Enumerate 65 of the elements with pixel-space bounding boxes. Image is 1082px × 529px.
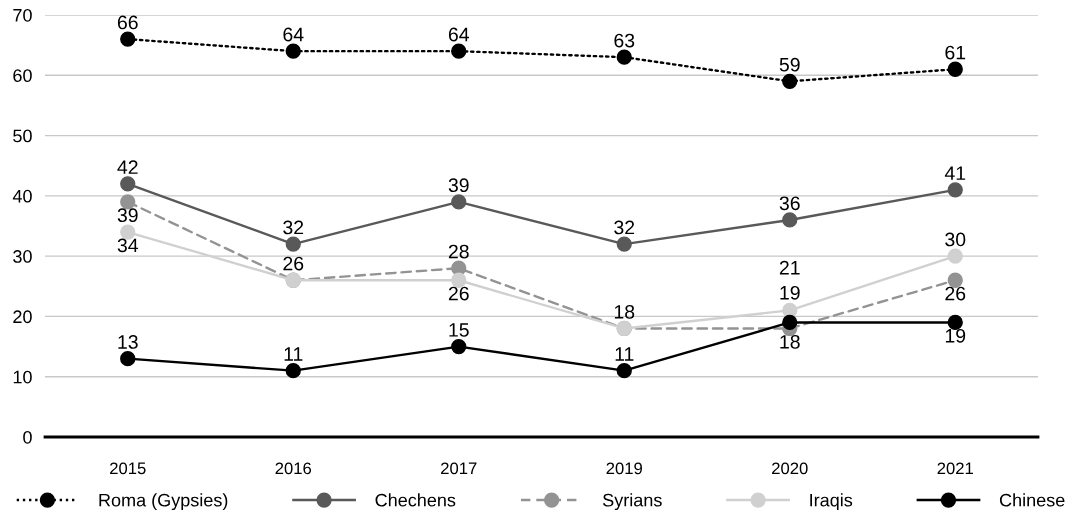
data-label: 26 <box>945 286 966 301</box>
point <box>616 363 632 379</box>
data-label: 64 <box>283 27 304 42</box>
legend-label: Iraqis <box>810 493 853 511</box>
data-label: 11 <box>615 347 634 361</box>
data-label: 39 <box>117 208 138 223</box>
data-label: 42 <box>117 160 138 174</box>
data-label: 26 <box>448 286 469 301</box>
data-label: 11 <box>284 347 303 361</box>
y-tick-label: 20 <box>13 310 32 324</box>
point <box>616 236 632 252</box>
point <box>782 73 798 89</box>
y-tick-label: 40 <box>12 189 32 203</box>
point <box>947 182 963 198</box>
data-label: 15 <box>449 323 469 337</box>
point <box>120 350 136 367</box>
point <box>782 314 798 331</box>
data-label: 30 <box>945 232 966 247</box>
y-tick-label: 0 <box>23 430 32 444</box>
point <box>947 61 963 77</box>
data-label: 41 <box>944 166 966 180</box>
x-tick-label: 2020 <box>772 462 808 475</box>
y-tick-label: 30 <box>13 250 32 263</box>
data-label: 26 <box>283 256 304 271</box>
data-label: 66 <box>117 15 138 30</box>
y-tick-label: 10 <box>13 370 32 384</box>
data-label: 19 <box>945 328 966 343</box>
data-label: 39 <box>448 178 469 193</box>
x-tick-label: 2015 <box>110 462 146 475</box>
data-label: 28 <box>448 244 469 259</box>
point <box>285 43 301 59</box>
x-tick-label: 2021 <box>937 462 973 475</box>
legend-label: Syrians <box>603 493 662 511</box>
y-tick-label: 60 <box>13 69 32 83</box>
data-label: 61 <box>945 45 966 60</box>
data-label: 64 <box>448 27 469 42</box>
point <box>782 212 798 228</box>
point <box>285 236 301 252</box>
data-label: 36 <box>779 196 800 211</box>
legend-label: Chinese <box>999 493 1065 507</box>
data-label: 32 <box>283 220 304 235</box>
point <box>451 194 467 210</box>
point <box>451 43 467 59</box>
point <box>120 31 136 47</box>
x-tick-label: 2019 <box>606 462 642 475</box>
x-tick-label: 2017 <box>441 462 477 475</box>
point <box>120 176 136 192</box>
data-label: 21 <box>779 260 800 275</box>
point <box>616 49 632 65</box>
legend-label: Roma (Gypsies) <box>99 493 228 511</box>
point <box>285 363 301 379</box>
y-tick-label: 70 <box>13 8 32 22</box>
data-label: 19 <box>780 285 800 300</box>
data-label: 18 <box>780 334 800 349</box>
data-label: 34 <box>117 238 138 253</box>
data-label: 63 <box>614 33 635 48</box>
legend-label: Chechens <box>375 493 456 507</box>
point <box>947 248 963 264</box>
data-label: 32 <box>614 220 635 235</box>
data-label: 18 <box>614 304 635 319</box>
y-tick-label: 50 <box>13 129 32 143</box>
x-tick-label: 2016 <box>275 462 312 475</box>
data-label: 59 <box>779 57 800 72</box>
point <box>451 338 467 355</box>
data-label: 13 <box>118 335 138 349</box>
